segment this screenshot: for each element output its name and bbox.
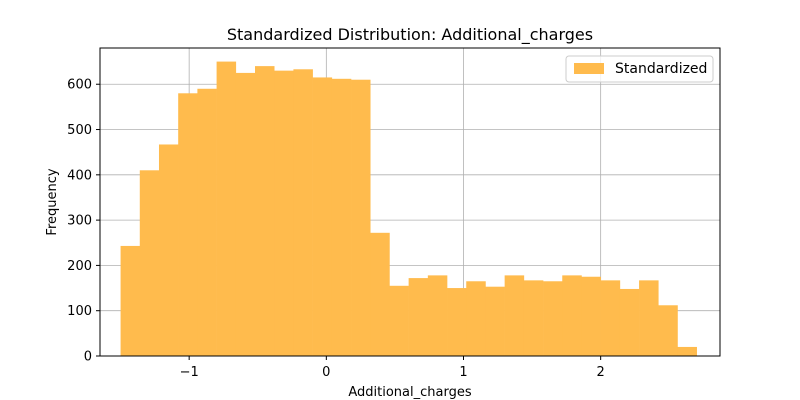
histogram-bar	[274, 70, 294, 356]
histogram-bar	[466, 281, 486, 356]
x-tick-label: 1	[459, 365, 467, 380]
histogram-bar	[485, 286, 505, 356]
histogram-bar	[312, 77, 333, 357]
y-tick-label: 100	[67, 304, 92, 319]
histogram-bar	[447, 288, 467, 356]
histogram-bar	[600, 280, 621, 356]
y-tick-label: 400	[67, 168, 92, 183]
histogram-bar	[677, 346, 697, 356]
legend-label: Standardized	[615, 61, 707, 77]
histogram-bar	[523, 280, 544, 356]
x-axis-label: Additional_charges	[348, 385, 471, 400]
y-axis-label: Frequency	[45, 168, 60, 235]
histogram-bar	[543, 281, 563, 356]
histogram-bar	[178, 93, 198, 356]
histogram-bar	[120, 245, 141, 356]
histogram-bar	[293, 69, 313, 356]
x-tick-label: 2	[597, 365, 605, 380]
histogram-bar	[408, 278, 429, 356]
histogram-bar	[255, 66, 275, 356]
histogram-bar	[158, 144, 179, 356]
histogram-bar	[331, 78, 352, 357]
y-tick-label: 200	[67, 259, 92, 274]
histogram-bar	[619, 288, 640, 356]
legend-swatch	[574, 63, 604, 74]
x-tick-label: 0	[322, 365, 330, 380]
histogram-bar	[197, 88, 217, 356]
y-tick-label: 0	[84, 350, 92, 365]
x-axis-ticks: −1 0 1 2	[180, 356, 605, 380]
y-axis-ticks: 0 100 200 300 400 500 600	[67, 78, 100, 365]
histogram-bar	[581, 276, 601, 356]
legend: Standardized	[565, 55, 714, 83]
histogram-bar	[370, 232, 390, 356]
y-tick-label: 500	[67, 123, 92, 138]
histogram-bar	[389, 285, 409, 356]
chart-title: Standardized Distribution: Additional_ch…	[227, 25, 593, 45]
histogram-bar	[139, 170, 160, 356]
plot-frame	[99, 47, 721, 357]
x-tick-label: −1	[180, 365, 199, 380]
histogram-bar	[427, 275, 448, 356]
bars-layer	[120, 61, 697, 357]
y-tick-label: 600	[67, 78, 92, 93]
histogram-bar	[504, 275, 525, 356]
histogram-bar	[658, 305, 678, 356]
y-tick-label: 300	[67, 214, 92, 229]
histogram-bar	[216, 61, 237, 357]
histogram-bar	[639, 280, 659, 356]
histogram-bar	[235, 72, 256, 356]
histogram-bar	[351, 79, 371, 357]
histogram-bar	[562, 275, 582, 356]
legend-box	[565, 55, 714, 83]
